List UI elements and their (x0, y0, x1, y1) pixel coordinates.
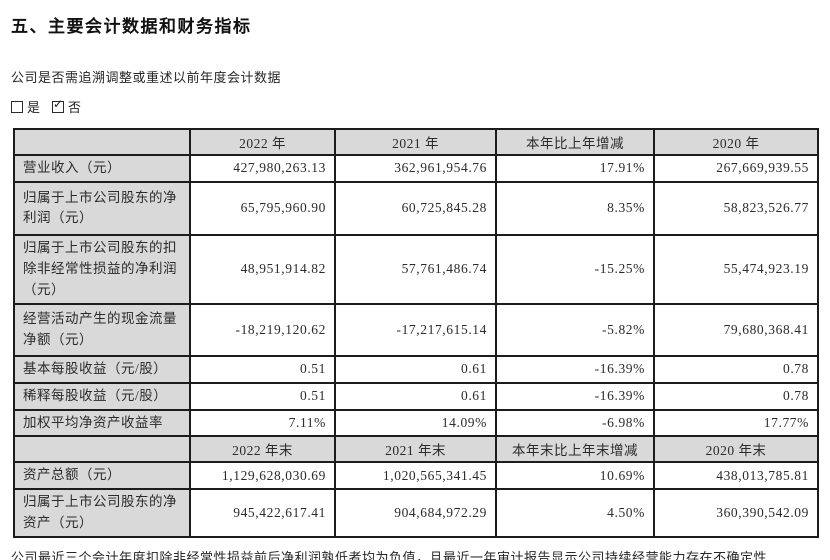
cell-change: -5.82% (495, 302, 655, 357)
cell-2021: 57,761,486.74 (334, 233, 497, 305)
check-mark-icon: ✓ (53, 96, 64, 111)
going-concern-footnote: 公司最近三个会计年度扣除非经常性损益前后净利润孰低者均为负值，且最近一年审计报告… (11, 550, 768, 560)
cell-change: 10.69% (495, 461, 655, 491)
column-header-2020-eoy: 2020 年末 (653, 435, 819, 464)
cell-change: 4.50% (495, 488, 655, 539)
row-label: 资产总额（元） (13, 461, 191, 491)
financial-indicators-table: 2022 年 2021 年 本年比上年增减 2020 年 营业收入（元） 427… (13, 128, 819, 539)
row-label: 归属于上市公司股东的净资产（元） (13, 488, 191, 539)
restatement-question-text: 公司是否需追溯调整或重述以前年度会计数据 (11, 70, 282, 85)
cell-2022: -18,219,120.62 (189, 302, 336, 357)
cell-2020: 0.78 (653, 354, 819, 384)
table-row-basic-eps: 基本每股收益（元/股） 0.51 0.61 -16.39% 0.78 (13, 354, 819, 384)
cell-change: -16.39% (495, 354, 655, 384)
row-label: 经营活动产生的现金流量净额（元） (13, 302, 191, 357)
cell-2020: 17.77% (653, 408, 819, 438)
cell-2021: -17,217,615.14 (334, 302, 497, 357)
column-header-2022-eoy: 2022 年末 (189, 435, 336, 464)
checkbox-yes-icon (11, 100, 23, 113)
cell-2021: 1,020,565,341.45 (334, 461, 497, 491)
cell-2021: 0.61 (334, 354, 497, 384)
corner-cell (13, 128, 191, 156)
table-row-operating-cash-flow: 经营活动产生的现金流量净额（元） -18,219,120.62 -17,217,… (13, 302, 819, 357)
section-title: 五、主要会计数据和财务指标 (11, 17, 252, 36)
cell-2020: 58,823,526.77 (653, 180, 819, 236)
column-header-2021-eoy: 2021 年末 (334, 435, 497, 464)
column-header-2020: 2020 年 (653, 128, 819, 156)
table-row-net-profit: 归属于上市公司股东的净利润（元） 65,795,960.90 60,725,84… (13, 180, 819, 236)
cell-change: -16.39% (495, 381, 655, 411)
column-header-change-eoy: 本年末比上年末增减 (495, 435, 655, 464)
cell-2020: 79,680,368.41 (653, 302, 819, 357)
table-header-eoy: 2022 年末 2021 年末 本年末比上年末增减 2020 年末 (13, 435, 819, 464)
table-row-revenue: 营业收入（元） 427,980,263.13 362,961,954.76 17… (13, 154, 819, 183)
cell-2021: 904,684,972.29 (334, 488, 497, 539)
checkbox-no-checked-icon: ✓ (52, 96, 65, 113)
cell-2022: 0.51 (189, 354, 336, 384)
cell-2021: 0.61 (334, 381, 497, 411)
cell-2022: 0.51 (189, 381, 336, 411)
cell-change: 17.91% (495, 154, 655, 183)
table-row-total-assets: 资产总额（元） 1,129,628,030.69 1,020,565,341.4… (13, 461, 819, 491)
cell-2022: 48,951,914.82 (189, 233, 336, 305)
cell-2022: 7.11% (189, 408, 336, 438)
cell-2022: 427,980,263.13 (189, 154, 336, 183)
checkbox-no-label: 否 (68, 100, 82, 115)
cell-2022: 1,129,628,030.69 (189, 461, 336, 491)
cell-change: -15.25% (495, 233, 655, 305)
table-row-net-assets: 归属于上市公司股东的净资产（元） 945,422,617.41 904,684,… (13, 488, 819, 539)
cell-change: -6.98% (495, 408, 655, 438)
table-row-net-profit-excl-nonrecurring: 归属于上市公司股东的扣除非经常性损益的净利润（元） 48,951,914.82 … (13, 233, 819, 305)
table-row-weighted-avg-roe: 加权平均净资产收益率 7.11% 14.09% -6.98% 17.77% (13, 408, 819, 438)
row-label: 稀释每股收益（元/股） (13, 381, 191, 411)
cell-2021: 14.09% (334, 408, 497, 438)
cell-2020: 267,669,939.55 (653, 154, 819, 183)
cell-2021: 60,725,845.28 (334, 180, 497, 236)
row-label: 基本每股收益（元/股） (13, 354, 191, 384)
row-label: 归属于上市公司股东的净利润（元） (13, 180, 191, 236)
checkbox-yes-label: 是 (27, 100, 41, 115)
row-label: 加权平均净资产收益率 (13, 408, 191, 438)
cell-2020: 438,013,785.81 (653, 461, 819, 491)
column-header-2022: 2022 年 (189, 128, 336, 156)
corner-cell (13, 435, 191, 464)
cell-2022: 945,422,617.41 (189, 488, 336, 539)
restatement-answer-row: 是 ✓ 否 (11, 97, 820, 116)
table-row-diluted-eps: 稀释每股收益（元/股） 0.51 0.61 -16.39% 0.78 (13, 381, 819, 411)
row-label: 归属于上市公司股东的扣除非经常性损益的净利润（元） (13, 233, 191, 305)
row-label: 营业收入（元） (13, 154, 191, 183)
cell-2021: 362,961,954.76 (334, 154, 497, 183)
cell-2022: 65,795,960.90 (189, 180, 336, 236)
column-header-2021: 2021 年 (334, 128, 497, 156)
column-header-change: 本年比上年增减 (495, 128, 655, 156)
cell-2020: 55,474,923.19 (653, 233, 819, 305)
cell-2020: 360,390,542.09 (653, 488, 819, 539)
cell-2020: 0.78 (653, 381, 819, 411)
table-header-annual: 2022 年 2021 年 本年比上年增减 2020 年 (13, 128, 819, 156)
cell-change: 8.35% (495, 180, 655, 236)
